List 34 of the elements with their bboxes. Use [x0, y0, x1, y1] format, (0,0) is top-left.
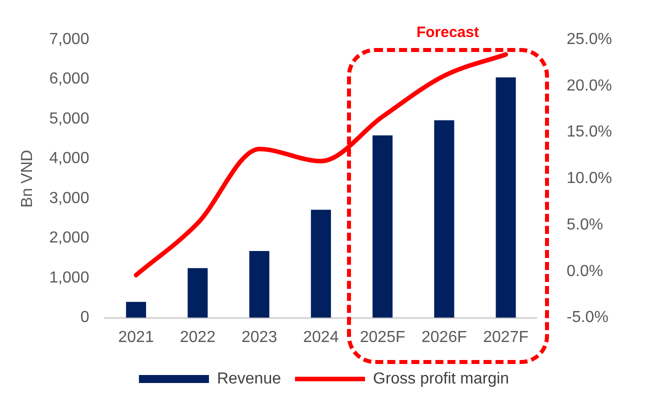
bar — [372, 135, 393, 318]
y-tick-label: 3,000 — [49, 190, 90, 207]
y2-tick-label: 25.0% — [566, 31, 612, 48]
bar — [434, 120, 454, 318]
bar — [188, 268, 208, 318]
annotation: Forecast — [415, 24, 480, 41]
legend-label: Revenue — [216, 370, 282, 388]
y-tick-label: 5,000 — [49, 110, 90, 128]
y2-tick-label: 5.0% — [566, 216, 604, 234]
legend-label: Gross profit margin — [373, 370, 510, 388]
y-axis-title: Bn VND — [19, 150, 36, 208]
y-tick-label: 0 — [80, 309, 90, 326]
x-tick-label: 2024 — [303, 328, 339, 346]
y2-tick-label: -5.0% — [566, 309, 608, 326]
x-tick-label: 2021 — [118, 328, 154, 346]
y-tick-label: 6,000 — [49, 70, 90, 88]
y2-tick-label: 15.0% — [566, 124, 612, 141]
y2-tick-label: 10.0% — [566, 170, 612, 188]
x-tick-label: 2023 — [242, 328, 278, 346]
bar — [126, 302, 146, 318]
bar — [496, 77, 516, 318]
y-tick-label: 7,000 — [49, 31, 90, 48]
y-tick-label: 2,000 — [49, 230, 90, 247]
bar — [249, 251, 270, 318]
x-tick-label: 2025F — [360, 328, 406, 346]
y2-tick-label: 0.0% — [566, 262, 604, 280]
y-tick-label: 1,000 — [49, 269, 90, 286]
y-tick-label: 4,000 — [49, 150, 90, 168]
bar — [310, 210, 331, 318]
x-tick-label: 2022 — [180, 328, 216, 346]
y2-tick-label: 20.0% — [566, 77, 612, 94]
line-series — [134, 52, 508, 278]
x-tick-label: 2026F — [422, 328, 468, 346]
x-tick-label: 2027F — [483, 328, 529, 346]
